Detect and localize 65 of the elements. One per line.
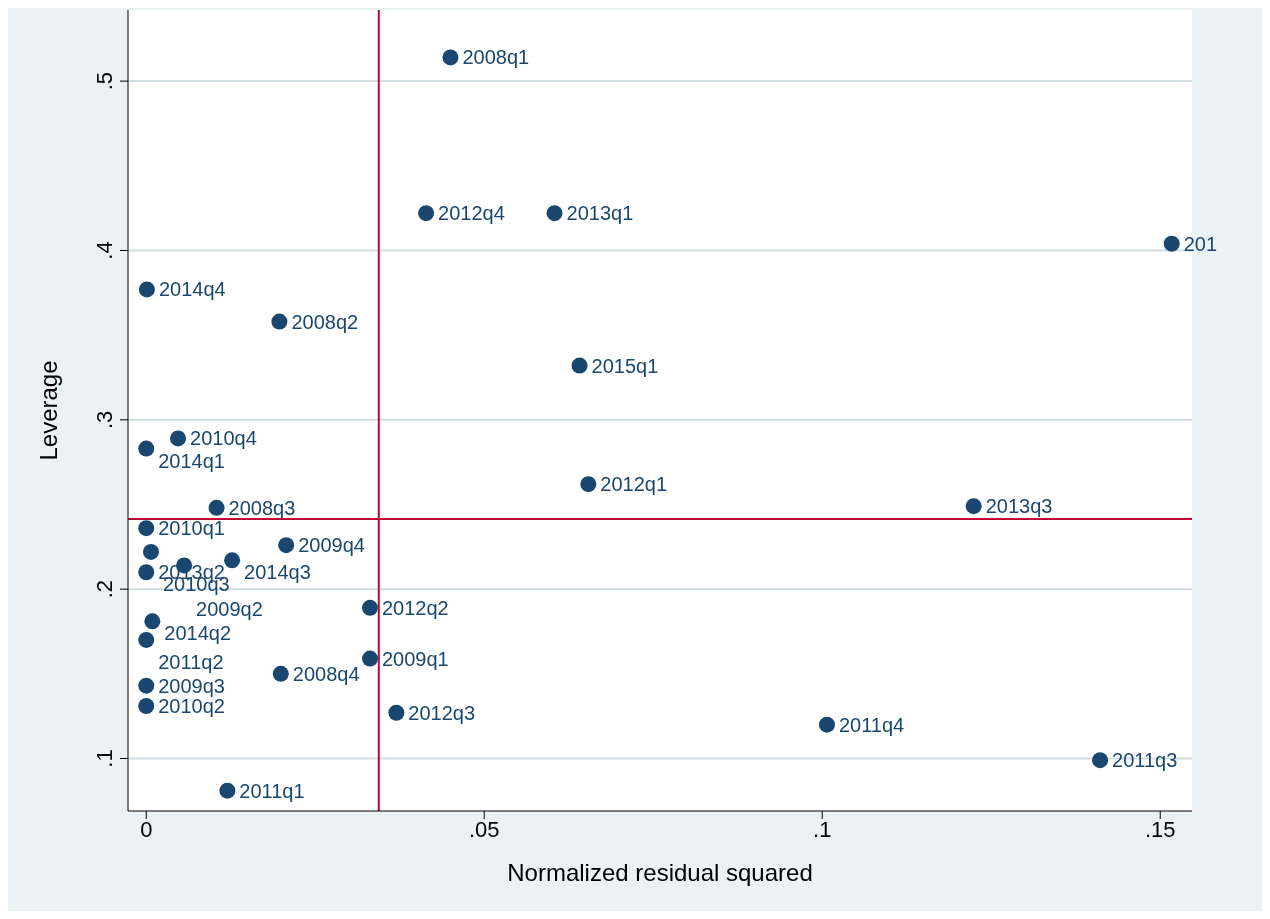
x-tick-label: .1 (813, 816, 832, 842)
annotation: 2012q4 (438, 202, 505, 225)
annotation: 2014q1 (158, 449, 225, 472)
annotation: 2015q1 (591, 354, 659, 377)
point (271, 313, 288, 330)
point (1092, 752, 1109, 769)
y-tick-label: .3 (92, 410, 117, 429)
annotation: 201 (1183, 232, 1218, 255)
point (144, 613, 161, 630)
y-tick-label: .2 (92, 579, 117, 599)
point (138, 631, 155, 648)
annotation: 2009q2 (196, 598, 263, 621)
point (138, 698, 155, 715)
annotation: 2014q3 (244, 561, 311, 584)
annotation: 2009q3 (158, 674, 225, 697)
y-tick-label: .5 (92, 71, 117, 91)
point (1163, 235, 1180, 252)
point (442, 49, 459, 66)
x-tick-label: .15 (1144, 816, 1176, 842)
annotation: 2008q3 (228, 496, 296, 519)
point (142, 543, 159, 560)
point (388, 704, 405, 721)
point (418, 205, 435, 222)
point (138, 520, 155, 537)
point (272, 665, 289, 682)
point (362, 650, 378, 667)
annotation: 2009q1 (382, 647, 449, 670)
point (571, 357, 588, 374)
annotation: 2014q4 (158, 278, 226, 301)
annotation: 2011q3 (1112, 749, 1178, 772)
annotation: 2011q2 (158, 650, 224, 673)
annotation: 2008q2 (291, 310, 359, 333)
annotation: 2013q3 (985, 495, 1053, 518)
annotation: 2012q1 (600, 473, 668, 496)
annotation: 2011q1 (239, 779, 305, 802)
annotation: 2008q4 (292, 662, 360, 685)
point (138, 677, 155, 694)
point (170, 430, 187, 447)
x-tick-label: 0 (140, 816, 153, 842)
annotation: 2013q1 (566, 202, 634, 225)
annotation: 2008q1 (462, 46, 530, 69)
point (278, 537, 295, 554)
annotation: 2010q4 (190, 427, 257, 450)
point (138, 564, 155, 581)
annotation: 2012q2 (382, 596, 449, 619)
point (362, 599, 378, 616)
x-axis-title: Normalized residual squared (507, 859, 813, 886)
point (138, 440, 155, 457)
point (208, 499, 225, 516)
y-axis-title: Leverage (34, 360, 62, 461)
point (580, 476, 597, 493)
annotation: 2009q4 (298, 534, 365, 557)
point (219, 782, 236, 799)
point (818, 716, 835, 733)
annotation: 2010q1 (158, 517, 225, 540)
y-tick-label: .1 (92, 749, 117, 768)
x-tick-label: .05 (468, 816, 500, 842)
point (546, 205, 563, 222)
annotation: 2014q2 (164, 622, 232, 645)
point (224, 552, 241, 569)
annotation: 2011q4 (838, 713, 905, 736)
y-tick-label: .4 (92, 241, 117, 260)
annotation: 2012q3 (408, 701, 476, 724)
point (138, 281, 155, 298)
point (965, 498, 982, 515)
